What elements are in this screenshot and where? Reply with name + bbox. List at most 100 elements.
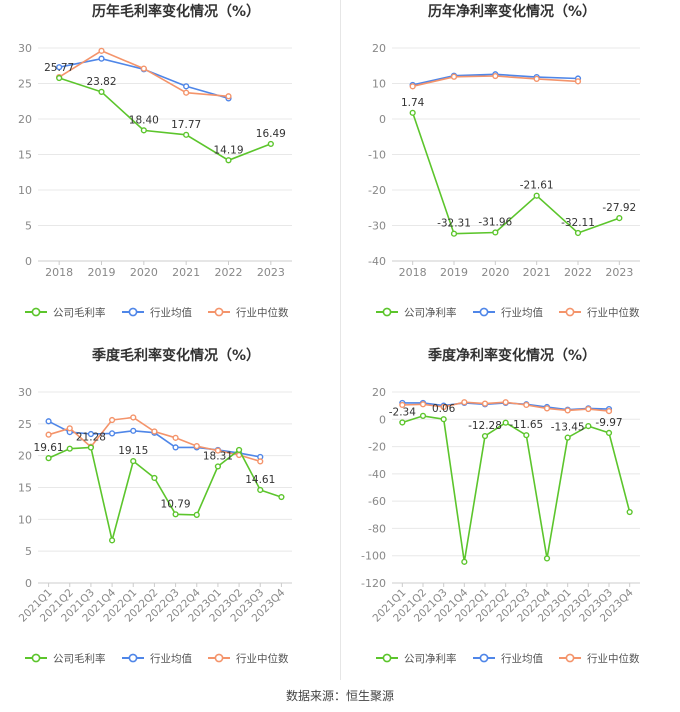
y-tick-label: 0: [25, 577, 32, 590]
data-point-median: [440, 403, 447, 411]
y-tick-label: 15: [18, 149, 32, 162]
data-point-median: [130, 414, 137, 421]
data-point-company: [225, 157, 232, 164]
data-point-company: [481, 432, 489, 440]
data-point-median: [98, 47, 105, 54]
data-point-median: [533, 75, 540, 82]
data-point-median: [140, 65, 147, 72]
data-label: -11.65: [509, 419, 543, 431]
x-tick-label: 2019: [440, 266, 468, 279]
x-tick-label: 2020: [481, 266, 509, 279]
data-point-company: [605, 429, 613, 436]
data-point-company: [564, 434, 571, 441]
data-label: 18.40: [129, 114, 159, 126]
legend-marker-company: [31, 653, 41, 663]
data-point-company: [492, 229, 499, 236]
data-point-company: [98, 88, 105, 95]
data-point-median: [574, 78, 582, 85]
legend-marker-company: [31, 307, 41, 317]
data-point-company: [56, 74, 63, 82]
data-label: -2.34: [389, 406, 416, 418]
data-point-company: [461, 558, 468, 565]
data-point-company: [183, 131, 190, 138]
x-tick-label: 2022: [564, 266, 592, 279]
data-label: -32.31: [437, 218, 471, 230]
x-tick-label: 2023: [257, 266, 285, 279]
legend-marker-company: [382, 653, 392, 663]
legend-marker-company: [382, 307, 392, 317]
data-point-median: [564, 407, 571, 414]
data-label: -32.11: [561, 217, 595, 229]
y-tick-label: 0: [25, 255, 32, 268]
y-tick-label: 25: [18, 418, 32, 431]
y-tick-label: -40: [368, 255, 386, 268]
data-point-company: [172, 511, 179, 518]
legend-marker-median: [214, 307, 224, 317]
data-point-company: [108, 537, 116, 544]
data-point-median: [225, 93, 232, 100]
y-tick-label: 20: [18, 113, 32, 126]
data-label: 21.28: [76, 432, 106, 444]
y-tick-label: 10: [18, 513, 32, 526]
legend-label: 行业中位数: [587, 306, 640, 319]
y-tick-label: 20: [372, 386, 386, 399]
y-tick-label: -40: [368, 468, 386, 481]
data-point-median: [399, 401, 406, 409]
data-point-median: [481, 400, 489, 407]
y-tick-label: -60: [368, 495, 386, 508]
data-label: -31.96: [478, 216, 512, 228]
data-point-median: [502, 399, 509, 406]
series-line-company: [48, 446, 282, 541]
data-point-avg: [130, 427, 137, 434]
data-point-avg: [98, 55, 105, 62]
data-label: 10.79: [161, 498, 191, 510]
data-label: -9.97: [595, 417, 622, 429]
legend-label: 行业中位数: [236, 652, 289, 665]
data-point-company: [543, 555, 551, 562]
data-point-company: [574, 229, 582, 237]
legend-label: 公司净利率: [404, 306, 457, 319]
data-label: 17.77: [171, 119, 201, 131]
data-point-company: [130, 457, 137, 465]
data-point-avg: [172, 444, 179, 451]
data-point-median: [193, 443, 200, 450]
legend-label: 公司毛利率: [53, 652, 106, 665]
legend-marker-median: [214, 653, 224, 663]
chart-title: 历年净利率变化情况（%）: [428, 3, 596, 20]
data-point-company: [267, 140, 274, 148]
data-label: 14.61: [245, 474, 275, 486]
data-point-company: [278, 493, 285, 501]
y-tick-label: 30: [18, 386, 32, 399]
legend-label: 行业均值: [501, 652, 543, 665]
data-label: 1.74: [401, 97, 425, 109]
y-tick-label: -120: [361, 577, 386, 590]
data-source-footer: 数据来源：恒生聚源: [285, 689, 394, 703]
data-point-avg: [108, 430, 116, 437]
data-label: 18.31: [203, 450, 233, 462]
legend-marker-avg: [128, 653, 138, 663]
data-label: 19.15: [118, 445, 148, 457]
legend-label: 行业中位数: [587, 652, 640, 665]
data-point-avg: [183, 83, 190, 90]
x-tick-label: 2023: [605, 266, 633, 279]
y-tick-label: -80: [368, 522, 386, 535]
data-point-company: [87, 444, 95, 451]
data-label: -21.61: [520, 180, 554, 192]
x-tick-label: 2021: [172, 266, 200, 279]
data-label: 0.06: [432, 403, 456, 415]
data-point-company: [585, 423, 592, 430]
x-tick-label: 2019: [88, 266, 116, 279]
x-tick-label: 2018: [399, 266, 427, 279]
data-label: 25.77: [44, 62, 74, 74]
legend-marker-avg: [479, 653, 489, 663]
data-point-company: [626, 508, 633, 516]
data-label: -27.92: [602, 202, 636, 214]
data-point-median: [450, 73, 458, 80]
y-tick-label: 5: [25, 220, 32, 233]
data-point-company: [66, 445, 73, 452]
y-tick-label: 5: [25, 545, 32, 558]
data-point-company: [235, 446, 243, 454]
legend-label: 行业中位数: [236, 306, 289, 319]
y-tick-label: 20: [372, 42, 386, 55]
